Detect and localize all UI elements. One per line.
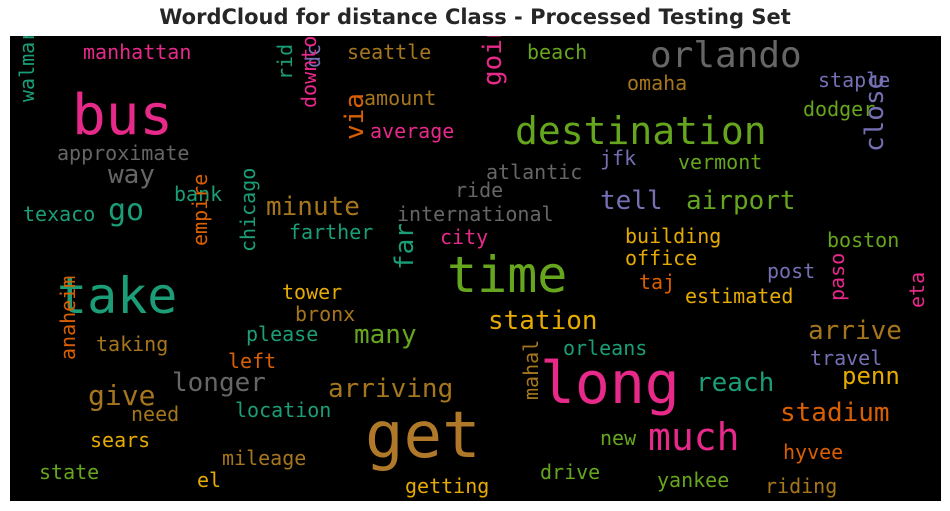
- word-bus: bus: [72, 88, 173, 144]
- word-please: please: [246, 324, 318, 344]
- word-farther: farther: [289, 222, 373, 242]
- word-taking: taking: [96, 334, 168, 354]
- word-walmart: walmart: [17, 36, 37, 102]
- word-yankee: yankee: [657, 470, 729, 490]
- word-state: state: [39, 462, 99, 482]
- word-boston: boston: [827, 230, 899, 250]
- word-time: time: [447, 250, 567, 300]
- word-go: go: [108, 196, 144, 226]
- chart-title: WordCloud for distance Class - Processed…: [0, 5, 950, 29]
- word-international: international: [397, 204, 554, 224]
- word-longer: longer: [172, 370, 266, 396]
- word-get: get: [365, 404, 481, 468]
- word-hyvee: hyvee: [783, 442, 843, 462]
- word-far: far: [392, 223, 418, 270]
- word-el: el: [197, 470, 221, 490]
- word-minute: minute: [266, 194, 360, 220]
- word-arriving: arriving: [328, 376, 453, 402]
- word-paso: paso: [827, 253, 847, 301]
- word-way: way: [108, 162, 155, 188]
- word-bronx: bronx: [295, 304, 355, 324]
- word-vermont: vermont: [678, 152, 762, 172]
- word-office: office: [625, 248, 697, 268]
- word-drive: drive: [540, 462, 600, 482]
- word-stadium: stadium: [780, 400, 890, 426]
- word-many: many: [354, 322, 417, 348]
- word-need: need: [131, 404, 179, 424]
- word-travel: travel: [810, 348, 882, 368]
- word-mahal: mahal: [521, 340, 541, 400]
- word-left: left: [228, 351, 276, 371]
- word-reach: reach: [696, 370, 774, 396]
- word-average: average: [370, 121, 454, 141]
- word-tower: tower: [282, 282, 342, 302]
- word-empire: empire: [190, 174, 210, 246]
- word-rid: rid: [275, 44, 295, 80]
- word-getting: getting: [405, 476, 489, 496]
- word-eta: eta: [907, 272, 927, 308]
- word-jfk: jfk: [600, 148, 636, 168]
- word-texaco: texaco: [23, 204, 95, 224]
- word-omaha: omaha: [627, 73, 687, 93]
- word-arrive: arrive: [808, 318, 902, 344]
- word-building: building: [625, 226, 721, 246]
- word-city: city: [440, 227, 488, 247]
- word-approximate: approximate: [57, 143, 189, 163]
- word-airport: airport: [686, 188, 796, 214]
- word-station: station: [488, 308, 598, 334]
- word-estimated: estimated: [685, 286, 793, 306]
- word-location: location: [235, 400, 331, 420]
- word-staple: staple: [818, 70, 890, 90]
- word-orlando: orlando: [650, 38, 802, 74]
- word-amount: amount: [364, 88, 436, 108]
- word-chicago: chicago: [238, 168, 258, 252]
- word-new: new: [600, 428, 636, 448]
- word-manhattan: manhattan: [83, 42, 191, 62]
- word-destination: destination: [515, 112, 767, 150]
- word-orleans: orleans: [563, 338, 647, 358]
- word-sears: sears: [90, 430, 150, 450]
- word-ride: ride: [455, 180, 503, 200]
- word-going: going: [480, 36, 506, 86]
- word-riding: riding: [765, 476, 837, 496]
- word-cloud: get long time take bus destination orlando much…: [10, 36, 941, 501]
- word-taj: taj: [639, 272, 675, 292]
- word-post: post: [767, 261, 815, 281]
- word-long: long: [540, 354, 680, 412]
- word-mileage: mileage: [222, 448, 306, 468]
- word-much: much: [648, 418, 740, 456]
- word-seattle: seattle: [347, 42, 431, 62]
- word-tell: tell: [600, 188, 663, 214]
- word-anaheim: anaheim: [58, 276, 78, 360]
- word-downtown: downtown: [299, 36, 319, 108]
- word-dodger: dodger: [803, 99, 875, 119]
- word-beach: beach: [527, 42, 587, 62]
